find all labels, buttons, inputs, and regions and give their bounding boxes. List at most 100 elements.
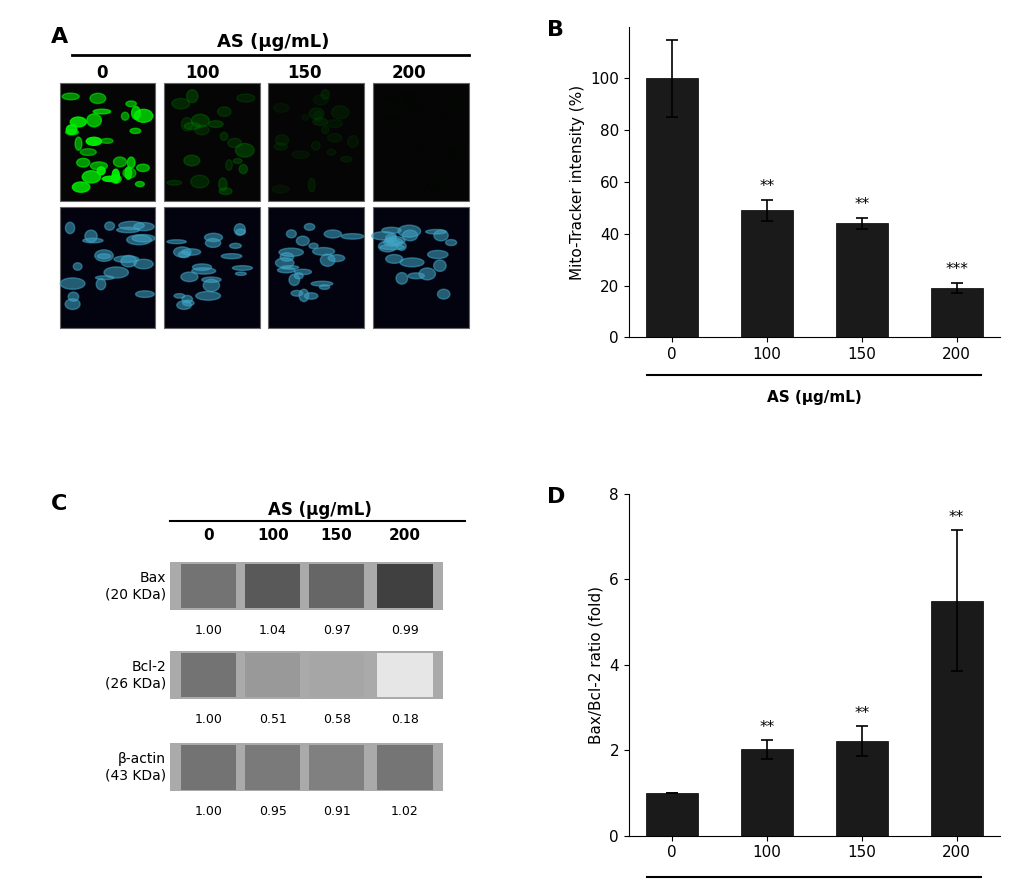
Ellipse shape: [286, 230, 296, 238]
Ellipse shape: [320, 254, 334, 267]
Ellipse shape: [66, 125, 76, 134]
Ellipse shape: [294, 269, 311, 275]
Ellipse shape: [452, 146, 464, 158]
Ellipse shape: [272, 185, 288, 193]
Ellipse shape: [219, 188, 232, 195]
Text: 200: 200: [388, 528, 421, 543]
Ellipse shape: [327, 133, 341, 142]
Ellipse shape: [217, 107, 230, 116]
Bar: [180, 653, 236, 697]
Ellipse shape: [96, 278, 106, 290]
Ellipse shape: [281, 266, 299, 269]
Ellipse shape: [277, 268, 294, 273]
Ellipse shape: [437, 289, 449, 299]
Bar: [245, 564, 301, 608]
Ellipse shape: [171, 99, 190, 109]
Ellipse shape: [191, 175, 209, 188]
Ellipse shape: [445, 239, 457, 245]
Text: A: A: [51, 27, 68, 46]
Ellipse shape: [327, 149, 335, 156]
Ellipse shape: [381, 228, 400, 234]
Text: 0: 0: [203, 528, 214, 543]
Ellipse shape: [98, 253, 111, 259]
Text: 150: 150: [321, 528, 353, 543]
Bar: [180, 745, 236, 789]
Ellipse shape: [304, 223, 315, 230]
Ellipse shape: [385, 235, 396, 241]
Ellipse shape: [225, 160, 232, 171]
Ellipse shape: [202, 277, 221, 283]
Ellipse shape: [195, 125, 209, 135]
Ellipse shape: [294, 273, 303, 279]
Ellipse shape: [129, 128, 141, 133]
Ellipse shape: [327, 120, 342, 128]
Bar: [645, 78, 697, 337]
Ellipse shape: [181, 249, 201, 255]
Ellipse shape: [274, 143, 287, 150]
Ellipse shape: [427, 251, 447, 259]
Ellipse shape: [425, 183, 438, 197]
Text: D: D: [547, 487, 566, 507]
Ellipse shape: [135, 109, 153, 123]
Ellipse shape: [111, 175, 121, 183]
Ellipse shape: [331, 106, 348, 119]
Text: 100: 100: [257, 528, 288, 543]
Ellipse shape: [193, 264, 211, 270]
Text: 0.91: 0.91: [322, 805, 351, 818]
Text: ***: ***: [945, 261, 967, 276]
Ellipse shape: [76, 158, 90, 167]
Ellipse shape: [439, 159, 448, 171]
Ellipse shape: [378, 241, 396, 252]
Bar: [268, 83, 364, 201]
Ellipse shape: [91, 162, 107, 170]
Text: **: **: [948, 510, 963, 525]
Ellipse shape: [433, 260, 445, 271]
Text: **: **: [758, 179, 773, 194]
Ellipse shape: [340, 156, 352, 162]
Ellipse shape: [68, 292, 78, 301]
Ellipse shape: [116, 228, 140, 233]
Ellipse shape: [371, 232, 395, 240]
Ellipse shape: [313, 111, 322, 122]
Ellipse shape: [104, 267, 128, 278]
Bar: [309, 564, 364, 608]
Text: **: **: [853, 196, 868, 212]
Ellipse shape: [328, 254, 344, 261]
Ellipse shape: [403, 230, 417, 241]
Ellipse shape: [121, 255, 137, 267]
Ellipse shape: [114, 256, 139, 262]
Ellipse shape: [288, 274, 300, 285]
Bar: [929, 288, 981, 337]
Ellipse shape: [273, 103, 288, 112]
Y-axis label: Mito-Tracker intensity (%): Mito-Tracker intensity (%): [570, 84, 584, 279]
Ellipse shape: [136, 181, 144, 187]
Ellipse shape: [173, 247, 191, 257]
Ellipse shape: [186, 90, 198, 102]
Ellipse shape: [132, 235, 155, 242]
Ellipse shape: [233, 158, 242, 164]
Bar: [929, 601, 981, 836]
Ellipse shape: [347, 135, 358, 148]
Ellipse shape: [387, 240, 398, 244]
Ellipse shape: [383, 97, 396, 109]
Bar: [645, 793, 697, 836]
Ellipse shape: [105, 222, 114, 230]
Text: C: C: [51, 494, 67, 514]
Ellipse shape: [397, 225, 420, 237]
Bar: [268, 207, 364, 328]
Ellipse shape: [203, 279, 219, 292]
Text: 0: 0: [97, 64, 108, 82]
Ellipse shape: [309, 244, 318, 249]
Ellipse shape: [404, 103, 410, 115]
Text: 0.18: 0.18: [390, 713, 419, 725]
Ellipse shape: [70, 117, 87, 127]
Text: 1.00: 1.00: [195, 713, 222, 725]
Ellipse shape: [309, 108, 324, 119]
Ellipse shape: [312, 247, 334, 255]
Ellipse shape: [227, 139, 242, 148]
Bar: [59, 83, 155, 201]
Ellipse shape: [218, 178, 227, 191]
Ellipse shape: [311, 281, 332, 286]
Ellipse shape: [125, 101, 137, 107]
Ellipse shape: [221, 253, 242, 259]
